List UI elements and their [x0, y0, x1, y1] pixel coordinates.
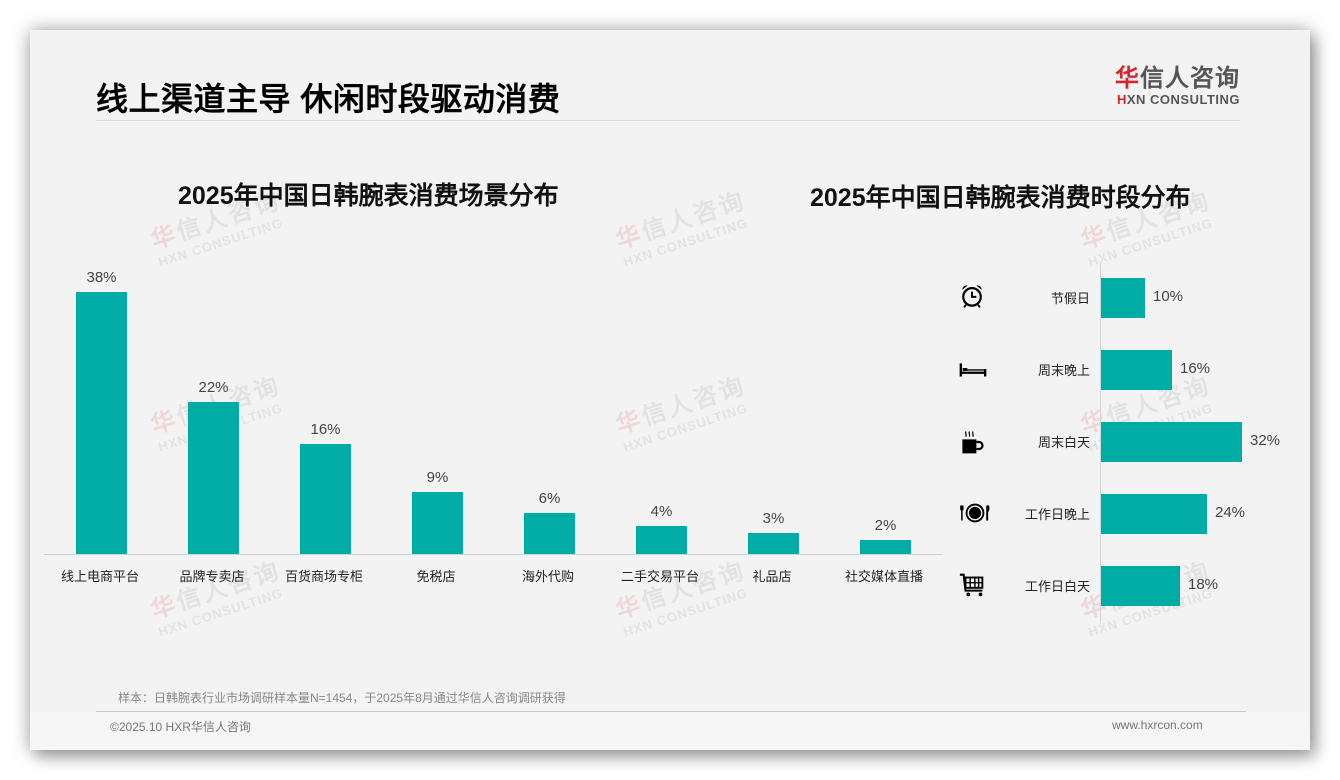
bar: [188, 402, 239, 554]
bar-value-label: 2%: [874, 517, 897, 534]
bar-value-label: 6%: [538, 490, 561, 507]
logo-en-mark: H: [1116, 92, 1127, 107]
bar: [300, 444, 351, 554]
bar: [76, 292, 127, 554]
category-label: 百货商场专柜: [284, 569, 363, 584]
y-axis-line: [1100, 262, 1101, 624]
bar: [1101, 350, 1172, 390]
category-label: 线上电商平台: [60, 569, 139, 584]
company-logo: 华信人咨询 HXN CONSULTING: [1110, 66, 1240, 108]
bar: [412, 492, 463, 554]
copyright-text: ©2025.10 HXR华信人咨询: [110, 720, 251, 734]
category-label: 品牌专卖店: [179, 569, 245, 584]
category-label: 免税店: [416, 569, 456, 584]
bar: [1101, 278, 1145, 318]
bar-value-label: 9%: [426, 469, 449, 486]
bar-group: 3% 礼品店: [716, 270, 828, 600]
dining-plate-icon: [958, 498, 990, 530]
bar: [860, 540, 911, 554]
bar-value-label: 38%: [86, 269, 117, 286]
x-axis-line: [44, 554, 942, 555]
category-label: 社交媒体直播: [844, 569, 923, 584]
hot-coffee-icon: [958, 426, 990, 458]
bar-row: 节假日 10%: [950, 278, 1300, 318]
bar-value-label: 18%: [1188, 576, 1219, 593]
bar-row: 工作日白天 18%: [950, 566, 1300, 606]
alarm-clock-icon: [958, 282, 990, 314]
page-title: 线上渠道主导 休闲时段驱动消费: [96, 81, 561, 117]
bar: [748, 533, 799, 554]
bed-icon: [958, 354, 990, 386]
slide: 线上渠道主导 休闲时段驱动消费 华信人咨询 HXN CONSULTING 华信人…: [30, 30, 1310, 750]
footer-divider: [96, 711, 1246, 712]
time-chart-title: 2025年中国日韩腕表消费时段分布: [810, 184, 1191, 212]
bar-row: 周末晚上 16%: [950, 350, 1300, 390]
scene-bar-chart: 38% 线上电商平台 22% 品牌专卖店 16% 百货商场专柜 9% 免税店 6% 海外代购 4% 二…: [44, 269, 942, 584]
scene-chart-title: 2025年中国日韩腕表消费场景分布: [178, 182, 559, 210]
sample-note: 样本：日韩腕表行业市场调研样本量N=1454，于2025年8月通过华信人咨询调研…: [118, 691, 566, 705]
category-label: 周末白天: [1037, 435, 1090, 450]
bar-group: 6% 海外代购: [492, 270, 604, 600]
bar: [524, 513, 575, 554]
bar: [1101, 422, 1242, 462]
shopping-cart-icon: [958, 570, 990, 602]
bar: [1101, 494, 1207, 534]
bar-value-label: 3%: [762, 510, 785, 527]
category-label: 节假日: [1050, 291, 1090, 306]
bar-group: 9% 免税店: [380, 270, 492, 600]
logo-cn-text: 信人咨询: [1140, 65, 1240, 92]
bar: [636, 526, 687, 554]
category-label: 二手交易平台: [620, 569, 699, 584]
category-label: 工作日晚上: [1024, 507, 1090, 522]
title-divider: [96, 120, 1240, 121]
bar: [1101, 566, 1180, 606]
bar-group: 4% 二手交易平台: [604, 270, 716, 600]
bar-row: 周末白天 32%: [950, 422, 1300, 462]
time-bar-chart: 节假日 10% 周末晚上 16% 周末白天 32% 工作日晚上 24% 工作日白天 18%: [950, 262, 1300, 624]
bar-group: 16% 百货商场专柜: [268, 270, 380, 600]
bar-value-label: 10%: [1153, 288, 1184, 305]
bar-value-label: 16%: [1180, 360, 1211, 377]
bar-group: 22% 品牌专卖店: [156, 270, 268, 600]
category-label: 海外代购: [521, 569, 574, 584]
logo-mark: 华: [1115, 65, 1140, 92]
bar-value-label: 24%: [1215, 504, 1246, 521]
category-label: 周末晚上: [1037, 363, 1090, 378]
bar-value-label: 4%: [650, 503, 673, 520]
footer-band: [30, 712, 1310, 750]
bar-value-label: 32%: [1250, 432, 1281, 449]
logo-en-text: XN CONSULTING: [1126, 92, 1240, 107]
category-label: 工作日白天: [1024, 579, 1090, 594]
bar-group: 2% 社交媒体直播: [828, 270, 940, 600]
bar-group: 38% 线上电商平台: [44, 269, 156, 600]
bar-row: 工作日晚上 24%: [950, 494, 1300, 534]
bar-value-label: 16%: [310, 421, 341, 438]
category-label: 礼品店: [752, 569, 792, 584]
bar-value-label: 22%: [198, 379, 229, 396]
website-link[interactable]: www.hxrcon.com: [1112, 718, 1203, 732]
